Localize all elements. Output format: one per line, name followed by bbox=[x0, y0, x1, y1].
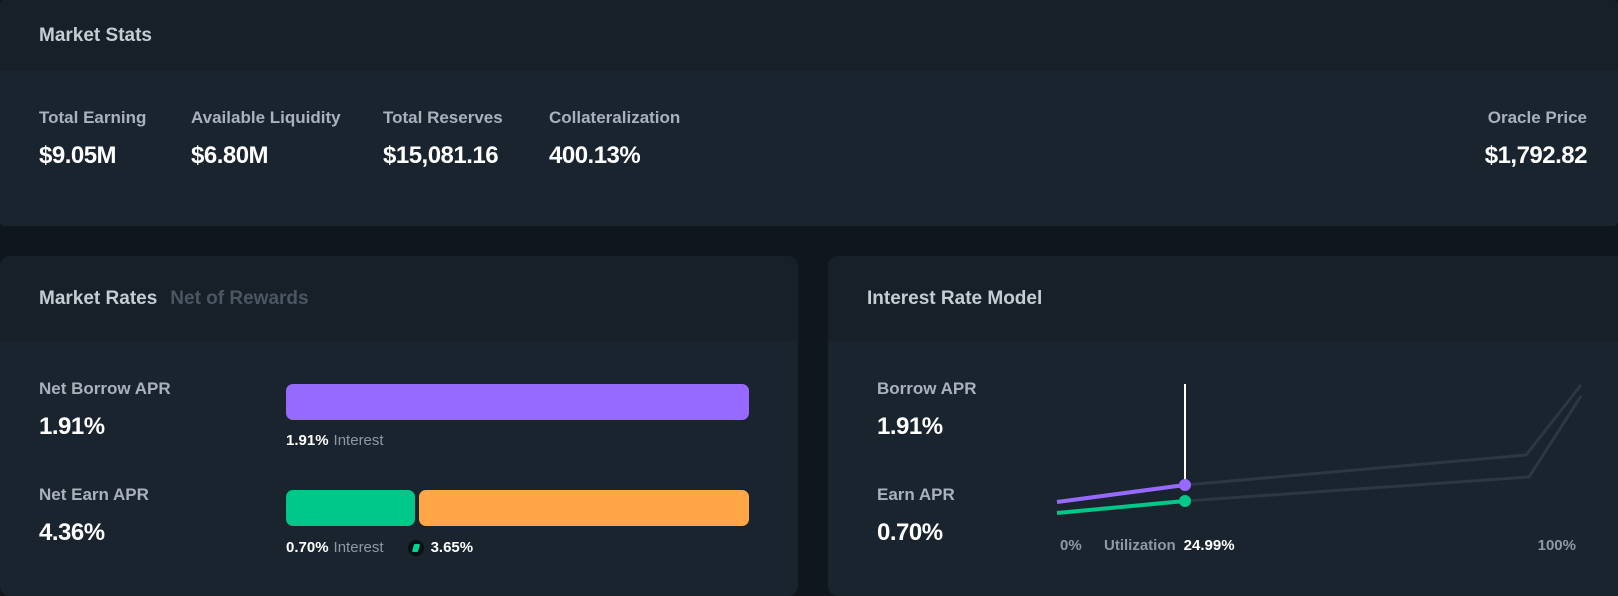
comp-token-icon bbox=[407, 539, 424, 556]
borrow-bar-caption: 1.91% Interest bbox=[286, 432, 384, 449]
net-earn-apr-value: 4.36% bbox=[39, 519, 105, 546]
borrow-apr-value: 1.91% bbox=[877, 413, 943, 440]
earn-bar-caption: 0.70% Interest 3.65% bbox=[286, 539, 478, 556]
stat-value: $6.80M bbox=[191, 142, 269, 169]
utilization-label: Utilization bbox=[1104, 537, 1176, 554]
earn-apr-value: 0.70% bbox=[877, 519, 943, 546]
borrow-apr-label: Borrow APR bbox=[877, 379, 977, 398]
stat-label: Available Liquidity bbox=[191, 108, 341, 127]
market-stats-title: Market Stats bbox=[39, 24, 152, 46]
borrow-curve-active bbox=[1056, 483, 1186, 504]
earn-apr-label: Earn APR bbox=[877, 485, 955, 504]
market-rates-subtitle: Net of Rewards bbox=[170, 287, 309, 309]
axis-min-label: 0% bbox=[1060, 537, 1082, 554]
stat-value: $1,792.82 bbox=[1484, 142, 1588, 169]
stat-label: Total Reserves bbox=[383, 108, 503, 127]
borrow-curve-projection bbox=[1184, 384, 1583, 487]
earn-interest-label: Interest bbox=[333, 539, 384, 556]
market-rates-title: Market Rates bbox=[39, 287, 158, 309]
borrow-interest-bar bbox=[286, 384, 749, 420]
stat-label: Total Earning bbox=[39, 108, 147, 127]
stat-collateralization: Collateralization 400.13% bbox=[549, 108, 680, 170]
stat-label: Collateralization bbox=[549, 108, 681, 127]
earn-reward-pct: 3.65% bbox=[430, 539, 474, 556]
market-rates-card: Market Rates Net of Rewards Net Borrow A… bbox=[0, 256, 798, 596]
stat-value: $9.05M bbox=[39, 142, 117, 169]
market-stats-card: Market Stats Total Earning $9.05M Availa… bbox=[0, 0, 1618, 226]
net-borrow-apr-value: 1.91% bbox=[39, 413, 105, 440]
market-stats-header: Market Stats bbox=[0, 0, 1618, 71]
earn-curve-projection bbox=[1184, 395, 1583, 503]
market-rates-header: Market Rates Net of Rewards bbox=[0, 256, 798, 341]
stat-value: $15,081.16 bbox=[383, 142, 499, 169]
borrow-curve-point bbox=[1179, 479, 1191, 491]
axis-max-label: 100% bbox=[1537, 537, 1576, 554]
earn-curve-active bbox=[1056, 499, 1186, 515]
borrow-interest-pct: 1.91% bbox=[286, 432, 329, 449]
stat-oracle-price: Oracle Price $1,792.82 bbox=[1484, 108, 1588, 170]
earn-interest-bar bbox=[286, 490, 415, 526]
interest-rate-model-title: Interest Rate Model bbox=[867, 287, 1043, 309]
net-borrow-apr-label: Net Borrow APR bbox=[39, 379, 171, 398]
stat-total-earning: Total Earning $9.05M bbox=[39, 108, 146, 170]
borrow-interest-label: Interest bbox=[333, 432, 384, 449]
stat-label: Oracle Price bbox=[1487, 108, 1587, 127]
stat-total-reserves: Total Reserves $15,081.16 bbox=[383, 108, 503, 170]
interest-rate-model-header: Interest Rate Model bbox=[828, 256, 1618, 341]
earn-reward-bar bbox=[419, 490, 749, 526]
earn-curve-point bbox=[1179, 495, 1191, 507]
net-earn-apr-label: Net Earn APR bbox=[39, 485, 149, 504]
interest-rate-chart[interactable] bbox=[1055, 378, 1585, 516]
utilization-value: 24.99% bbox=[1183, 537, 1235, 554]
stat-value: 400.13% bbox=[549, 142, 641, 169]
earn-interest-pct: 0.70% bbox=[286, 539, 329, 556]
stat-available-liquidity: Available Liquidity $6.80M bbox=[191, 108, 341, 170]
interest-rate-model-card: Interest Rate Model Borrow APR 1.91% Ear… bbox=[828, 256, 1618, 596]
utilization-readout: Utilization 24.99% bbox=[1104, 537, 1235, 554]
